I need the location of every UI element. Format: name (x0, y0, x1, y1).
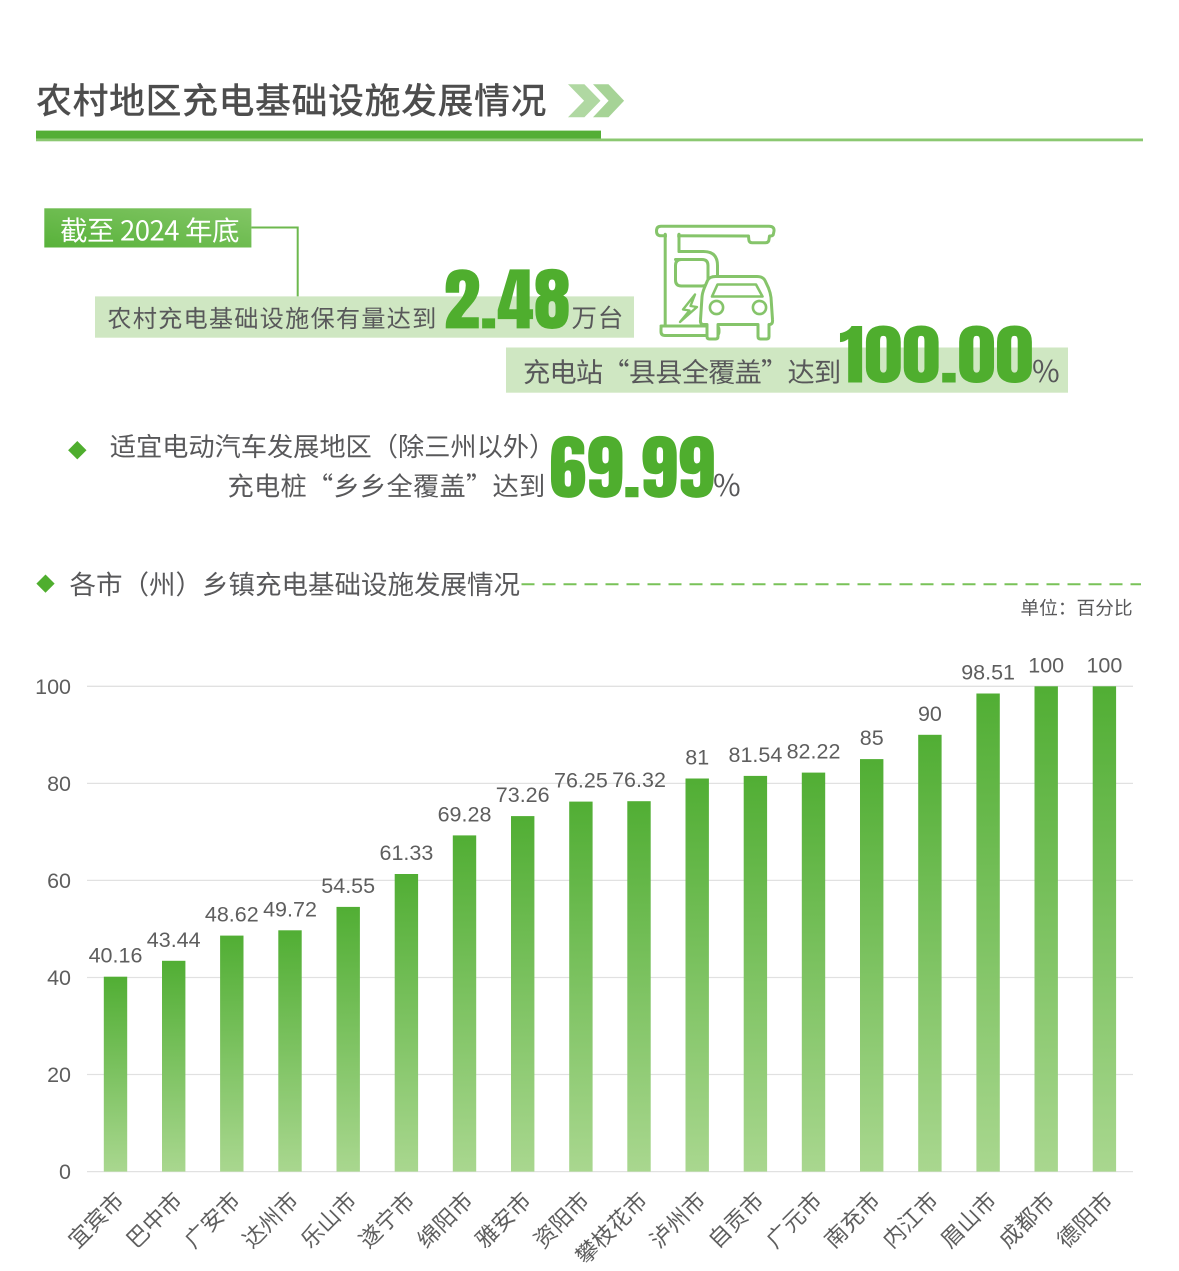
svg-text:85: 85 (860, 726, 884, 750)
svg-text:100: 100 (1086, 653, 1122, 677)
svg-text:100: 100 (1028, 653, 1064, 677)
svg-text:60: 60 (47, 869, 71, 893)
svg-text:100: 100 (35, 675, 71, 699)
svg-text:76.32: 76.32 (612, 768, 666, 792)
svg-text:49.72: 49.72 (263, 897, 317, 921)
svg-text:80: 80 (47, 772, 71, 796)
svg-text:43.44: 43.44 (147, 928, 201, 952)
svg-text:81: 81 (685, 746, 709, 770)
svg-text:82.22: 82.22 (787, 740, 841, 764)
svg-text:81.54: 81.54 (728, 743, 782, 767)
svg-text:54.55: 54.55 (321, 874, 375, 898)
svg-text:90: 90 (918, 702, 942, 726)
svg-text:20: 20 (47, 1063, 71, 1087)
svg-text:61.33: 61.33 (379, 841, 433, 865)
svg-text:40: 40 (47, 966, 71, 990)
svg-text:48.62: 48.62 (205, 903, 259, 927)
svg-text:73.26: 73.26 (496, 783, 550, 807)
svg-text:40.16: 40.16 (89, 944, 143, 968)
svg-text:69.28: 69.28 (438, 802, 492, 826)
svg-text:0: 0 (59, 1160, 71, 1184)
svg-text:76.25: 76.25 (554, 769, 608, 793)
svg-text:98.51: 98.51 (961, 661, 1015, 685)
